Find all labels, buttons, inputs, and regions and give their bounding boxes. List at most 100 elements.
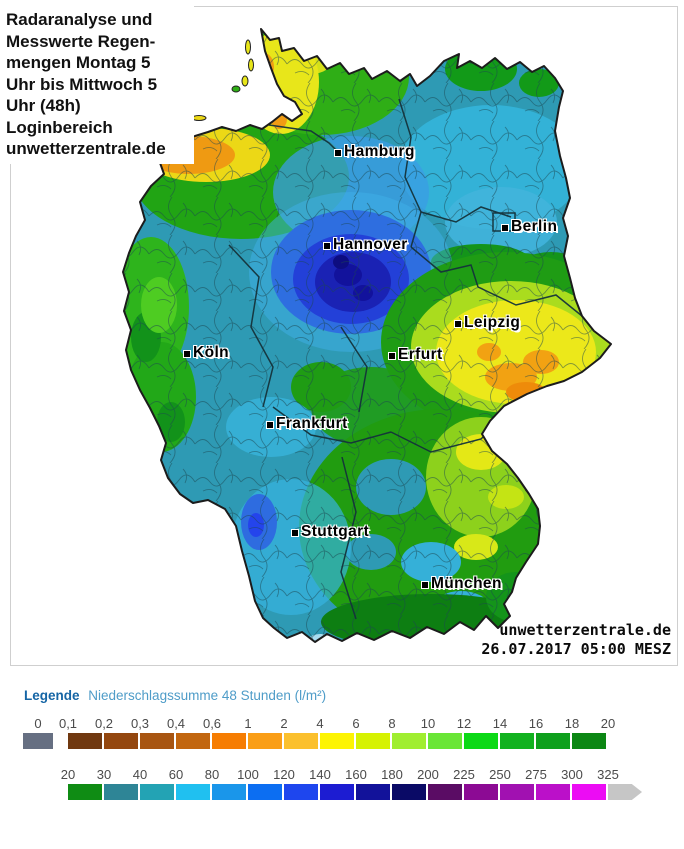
city-dot [334,149,342,157]
legend-color-swatch [212,784,246,800]
legend-value-label: 20 [600,716,616,731]
city-dot [454,320,462,328]
legend-color-swatch [68,784,102,800]
city-label: Leipzig [464,314,521,331]
legend-value-label: 12 [456,716,472,731]
legend-value-label: 14 [492,716,508,731]
title-line: Uhr bis Mittwoch 5 [6,74,158,94]
legend-color-swatch [176,733,210,749]
city-dot [501,224,509,232]
legend-color-swatch [464,733,498,749]
city-label: Hamburg [344,143,415,160]
legend-color-swatch [23,733,53,749]
legend-color-swatch [536,733,570,749]
title-line: Uhr (48h) [6,96,81,115]
legend-color-swatch [500,733,534,749]
legend-color-swatch [140,784,174,800]
legend-value-label: 160 [345,767,367,782]
legend-value-label: 6 [352,716,360,731]
legend-value-label: 80 [204,767,220,782]
legend-color-swatch [356,733,390,749]
legend-color-swatch [428,733,462,749]
legend-color-swatch [176,784,210,800]
legend-color-swatch [248,733,282,749]
city-label: Hannover [333,236,408,253]
city-dot [323,242,331,250]
legend-value-label: 325 [597,767,619,782]
legend-color-swatch [104,784,138,800]
city-dot [421,581,429,589]
city-label: Frankfurt [276,415,348,432]
title-line: unwetterzentrale.de [6,139,166,158]
legend-scale2-labels: 20 30 40 60 80 100 120 140 160 180 200 225 250 275 300… [0,767,684,782]
map-credit-timestamp: 26.07.2017 05:00 MESZ [481,640,671,658]
title-line: mengen Montag 5 [6,53,151,72]
legend-value-label: 300 [561,767,583,782]
legend-value-label: 16 [528,716,544,731]
legend-color-swatch [212,733,246,749]
legend-scale1-boxes [0,733,684,749]
legend-color-swatch [284,784,318,800]
legend-value-label: 20 [60,767,76,782]
legend-color-swatch [608,784,642,800]
legend-color-swatch [140,733,174,749]
legend-value-label: 100 [237,767,259,782]
legend-color-swatch [572,733,606,749]
legend-value-label: 200 [417,767,439,782]
legend-color-swatch [572,784,606,800]
title-overlay: Radaranalyse und Messwerte Regen-mengen M… [5,3,194,164]
title-line: Messwerte Regen- [6,31,156,51]
city-dot [291,529,299,537]
legend-title: Legende [24,688,80,703]
legend-color-swatch [320,784,354,800]
legend-value-label: 250 [489,767,511,782]
legend-color-swatch [392,784,426,800]
legend-color-swatch [68,733,102,749]
legend-value-label: 10 [420,716,436,731]
legend-value-label: 1 [244,716,252,731]
title-line: Radaranalyse und [6,10,153,29]
city-dot [388,352,396,360]
legend-value-label: 60 [168,767,184,782]
legend-value-label: 0,6 [202,716,222,731]
map-credit: unwetterzentrale.de 26.07.2017 05:00 MES… [481,621,671,659]
legend: Legende Niederschlagssumme 48 Stunden (l… [0,676,684,849]
legend-color-swatch [536,784,570,800]
legend-color-swatch [284,733,318,749]
legend-color-swatch [392,733,426,749]
weather-map-frame: Hamburg Hannover Berlin Köln Erfurt Leipzig Fr… [5,3,678,666]
city-label: Erfurt [398,346,443,363]
city-label: Stuttgart [301,523,370,540]
legend-value-label: 0,4 [166,716,186,731]
legend-value-label: 0,3 [130,716,150,731]
legend-value-label: 225 [453,767,475,782]
legend-value-label: 0 [34,716,42,731]
legend-value-label: 30 [96,767,112,782]
legend-color-swatch [248,784,282,800]
legend-color-swatch [320,733,354,749]
legend-value-label: 2 [280,716,288,731]
legend-value-label: 180 [381,767,403,782]
legend-color-swatch [104,733,138,749]
map-credit-site: unwetterzentrale.de [499,621,671,639]
legend-value-label: 4 [316,716,324,731]
legend-value-label: 275 [525,767,547,782]
legend-color-swatch [500,784,534,800]
city-dot [266,421,274,429]
legend-value-label: 120 [273,767,295,782]
legend-scale2-boxes [0,784,684,800]
legend-value-label: 140 [309,767,331,782]
legend-color-swatch [356,784,390,800]
germany-precipitation-map [122,28,612,643]
legend-value-label: 0,1 [58,716,78,731]
legend-value-label: 18 [564,716,580,731]
legend-value-label: 8 [388,716,396,731]
city-label: Berlin [511,218,558,235]
legend-subtitle: Niederschlagssumme 48 Stunden (l/m²) [88,688,327,703]
legend-value-label: 0,2 [94,716,114,731]
legend-scale1-labels: 0 0,1 0,2 0,3 0,4 0,6 1 2 4 6 8 10 12 14 16 18 20 [0,716,684,731]
legend-value-label: 40 [132,767,148,782]
title-line: Loginbereich [6,117,113,137]
city-label: München [431,575,502,592]
city-label: Köln [193,344,230,361]
